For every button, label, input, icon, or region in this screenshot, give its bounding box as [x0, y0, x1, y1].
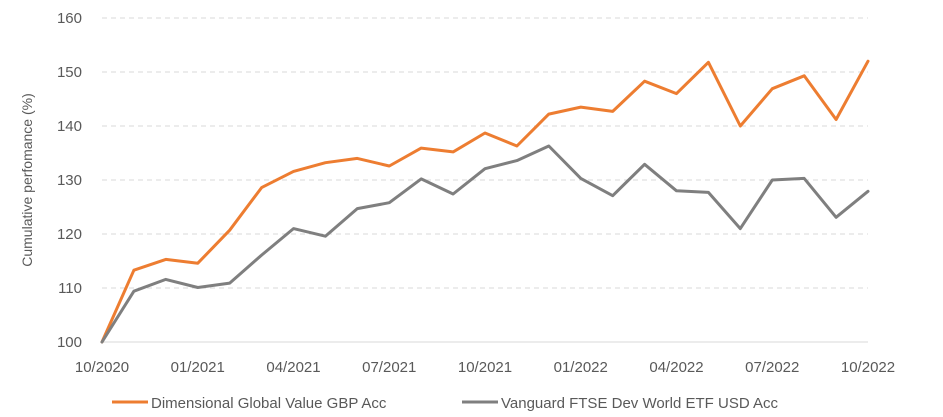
x-tick-label: 10/2021	[458, 359, 512, 376]
x-axis-ticks: 10/2020 01/2021 04/2021 07/2021 10/2021 01/20…	[75, 359, 895, 376]
legend: Dimensional Global Value GBP Acc Vanguard…	[112, 395, 779, 412]
y-axis-ticks: 100 110 120 130 140 150 160	[57, 10, 82, 351]
x-tick-label: 01/2022	[554, 359, 608, 376]
x-tick-label: 04/2022	[649, 359, 703, 376]
series-line-2	[100, 144, 870, 344]
y-tick-label: 100	[57, 334, 82, 351]
y-tick-label: 110	[58, 280, 82, 297]
x-tick-label: 07/2022	[745, 359, 799, 376]
x-tick-label: 07/2021	[362, 359, 416, 376]
legend-label: Dimensional Global Value GBP Acc	[151, 395, 387, 412]
series-lines	[100, 59, 870, 344]
legend-label: Vanguard FTSE Dev World ETF USD Acc	[501, 395, 779, 412]
x-tick-label: 04/2021	[266, 359, 320, 376]
y-tick-label: 120	[57, 226, 82, 243]
y-tick-label: 150	[57, 64, 82, 81]
y-tick-label: 140	[57, 118, 82, 135]
y-tick-label: 160	[57, 10, 82, 27]
x-tick-label: 01/2021	[171, 359, 225, 376]
series-line-1	[100, 59, 870, 344]
x-tick-label: 10/2022	[841, 359, 895, 376]
x-tick-label: 10/2020	[75, 359, 129, 376]
y-tick-label: 130	[57, 172, 82, 189]
y-axis-title: Cumulative perfomance (%)	[19, 93, 35, 267]
gridlines	[102, 17, 868, 343]
